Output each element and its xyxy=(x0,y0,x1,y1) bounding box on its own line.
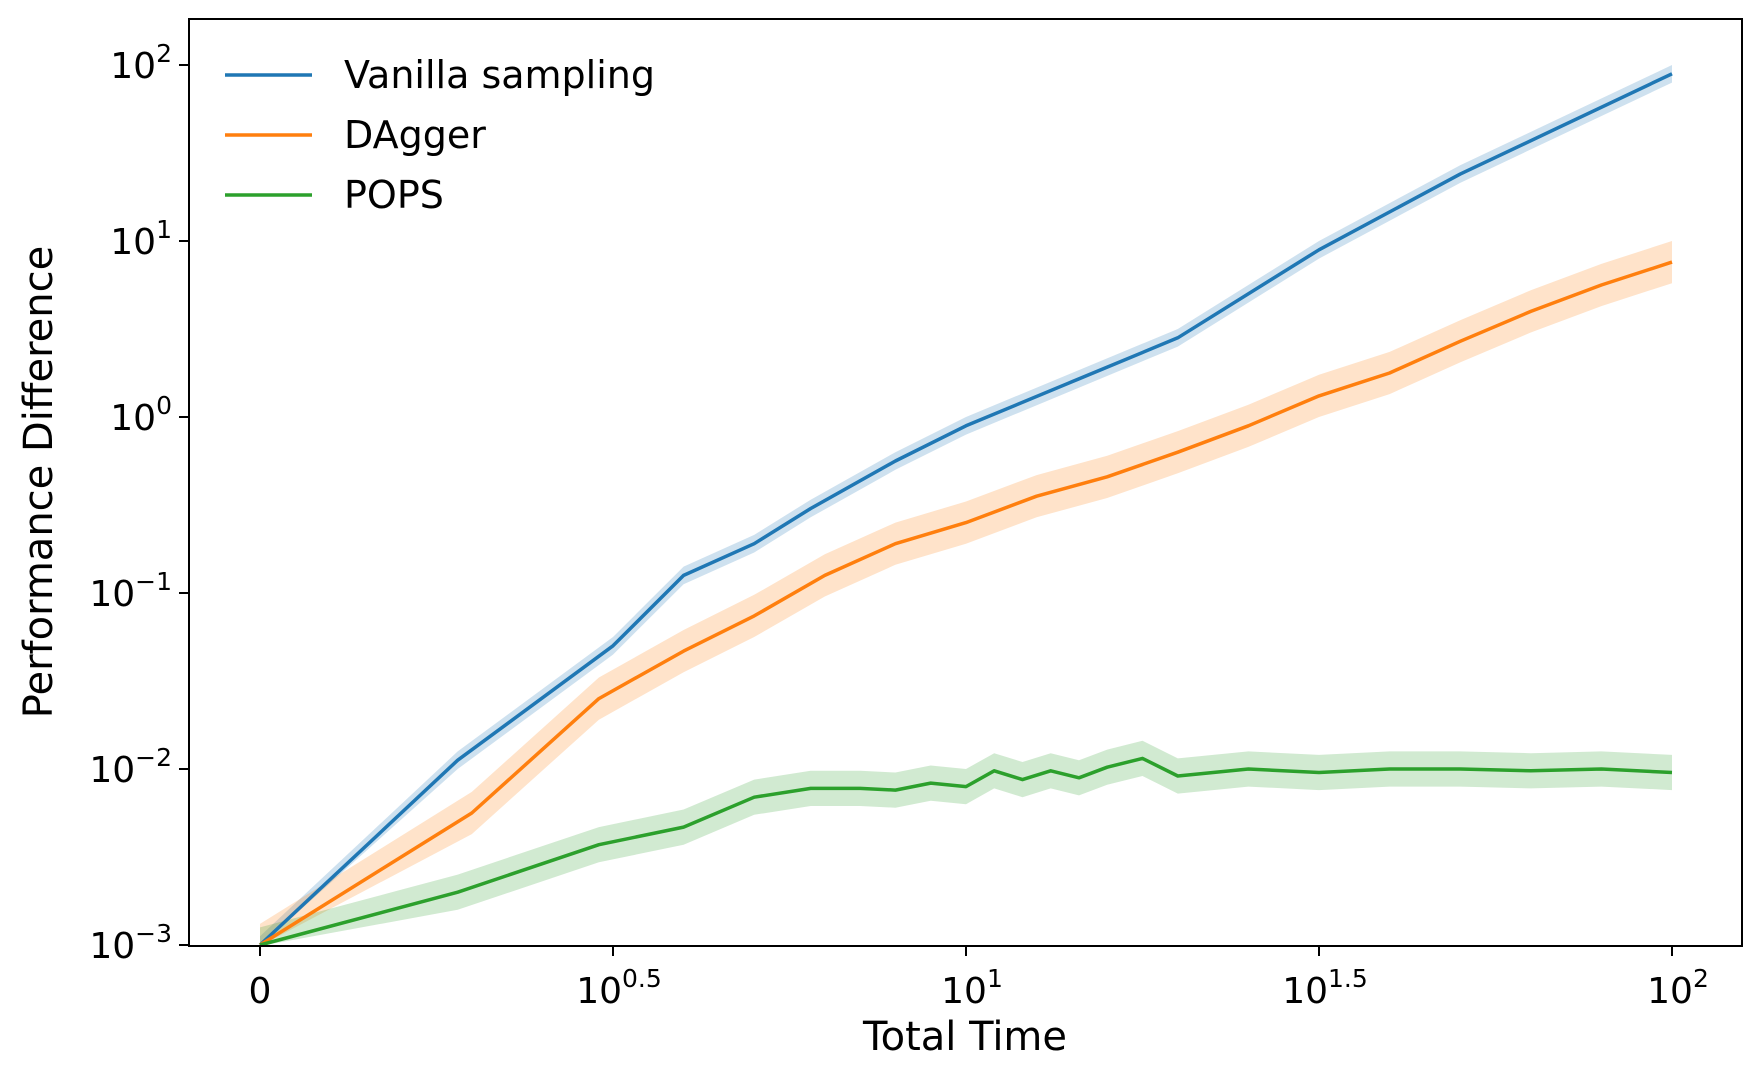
legend-label-vanilla-sampling: Vanilla sampling xyxy=(344,53,655,97)
x-axis-ticks: 0 100.5 101 101.5 102 xyxy=(249,946,1709,1012)
series-lines xyxy=(258,72,1673,947)
legend-label-dagger: DAgger xyxy=(344,113,486,157)
y-tick-label: 10−2 xyxy=(89,743,172,791)
y-tick-label: 10−1 xyxy=(89,567,172,615)
dagger-line xyxy=(259,260,1673,947)
x-tick-label: 0 xyxy=(249,971,272,1012)
y-axis-label: Performance Difference xyxy=(16,246,62,718)
legend-label-pops: POPS xyxy=(344,173,444,217)
legend: Vanilla sampling DAgger POPS xyxy=(225,53,655,217)
x-tick-label: 101.5 xyxy=(1282,964,1368,1012)
x-tick-label: 102 xyxy=(1647,964,1709,1012)
y-tick-label: 100 xyxy=(110,391,172,439)
y-tick-label: 10−3 xyxy=(89,919,172,967)
pops-band xyxy=(260,740,1672,946)
y-axis-ticks: 10−3 10−2 10−1 100 101 102 xyxy=(89,39,189,967)
dagger-band xyxy=(260,241,1672,946)
y-tick-label: 101 xyxy=(110,215,172,263)
vanilla-sampling-line xyxy=(258,72,1673,947)
pops-line xyxy=(259,756,1673,947)
y-tick-label: 102 xyxy=(110,39,172,87)
x-axis-label: Total Time xyxy=(862,1014,1067,1060)
x-tick-label: 100.5 xyxy=(576,964,662,1012)
x-tick-label: 101 xyxy=(941,964,1003,1012)
